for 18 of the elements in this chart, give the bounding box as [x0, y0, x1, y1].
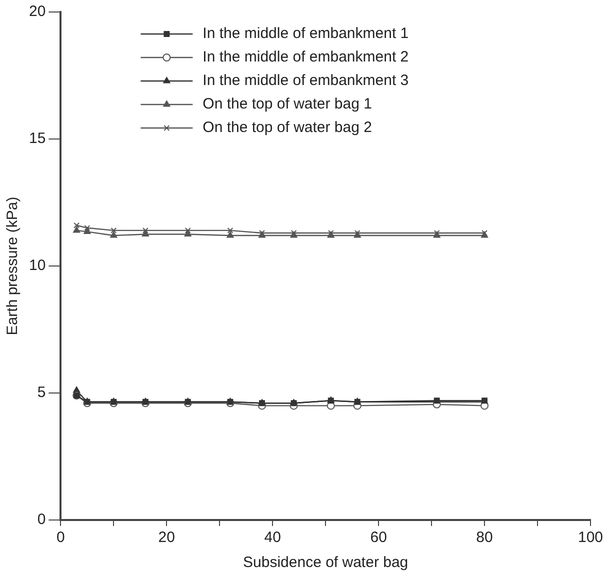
x-tick-label: 40	[264, 529, 281, 546]
y-tick-label: 5	[37, 384, 46, 402]
legend-label: In the middle of embankment 2	[202, 48, 409, 66]
legend-label: On the top of water bag 2	[202, 119, 372, 136]
x-tick-label: 0	[56, 529, 65, 546]
x-tick-label: 60	[370, 529, 387, 546]
x-tick-label: 20	[158, 529, 175, 546]
legend-label: In the middle of embankment 3	[202, 72, 409, 90]
y-tick-label: 20	[28, 3, 46, 20]
y-tick-label: 10	[28, 257, 46, 274]
legend-label: In the middle of embankment 1	[202, 25, 409, 42]
legend-label: On the top of water bag 1	[202, 96, 372, 113]
y-axis-title: Earth pressure (kPa)	[4, 196, 22, 336]
x-axis-title: Subsidence of water bag	[243, 554, 408, 572]
x-tick-label: 100	[578, 529, 603, 546]
y-tick-label: 0	[37, 511, 46, 528]
y-tick-label: 15	[28, 130, 46, 148]
x-tick-label: 80	[476, 529, 493, 546]
